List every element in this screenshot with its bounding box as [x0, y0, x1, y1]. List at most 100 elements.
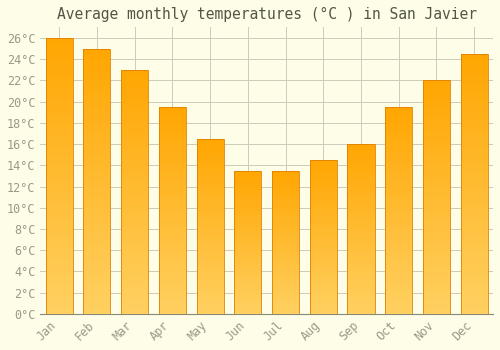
Bar	[460, 298, 488, 303]
Bar	[272, 291, 299, 294]
Bar	[423, 90, 450, 95]
Bar	[423, 239, 450, 244]
Bar	[460, 194, 488, 200]
Bar	[460, 111, 488, 116]
Bar	[272, 245, 299, 248]
Bar	[121, 172, 148, 177]
Bar	[196, 149, 224, 153]
Bar	[385, 144, 412, 148]
Bar	[234, 285, 262, 288]
Bar	[423, 220, 450, 225]
Bar	[159, 210, 186, 215]
Bar	[84, 202, 110, 208]
Bar	[348, 205, 374, 209]
Bar	[385, 206, 412, 210]
Bar	[159, 301, 186, 306]
Bar	[234, 259, 262, 262]
Bar	[46, 154, 73, 159]
Bar	[272, 257, 299, 259]
Bar	[46, 264, 73, 270]
Bar	[348, 263, 374, 266]
Bar	[272, 285, 299, 288]
Bar	[46, 60, 73, 65]
Bar	[121, 236, 148, 241]
Bar	[46, 88, 73, 93]
Bar	[234, 300, 262, 302]
Bar	[460, 127, 488, 132]
Bar	[385, 306, 412, 310]
Bar	[310, 259, 337, 261]
Bar	[121, 70, 148, 75]
Bar	[272, 265, 299, 268]
Bar	[385, 310, 412, 314]
Bar	[84, 197, 110, 202]
Bar	[385, 293, 412, 298]
Bar	[348, 294, 374, 297]
Bar	[385, 219, 412, 223]
Bar	[423, 174, 450, 178]
Bar	[348, 280, 374, 283]
Bar	[159, 239, 186, 244]
Bar	[460, 121, 488, 127]
Bar	[196, 265, 224, 268]
Bar	[46, 237, 73, 242]
Bar	[385, 136, 412, 140]
Bar	[423, 113, 450, 118]
Bar	[348, 161, 374, 164]
Bar	[121, 280, 148, 285]
Bar	[423, 85, 450, 90]
Bar	[423, 150, 450, 155]
Bar	[121, 138, 148, 143]
Bar	[385, 111, 412, 115]
Bar	[234, 302, 262, 305]
Bar	[121, 309, 148, 314]
Bar	[310, 218, 337, 222]
Bar	[423, 267, 450, 272]
Bar	[385, 239, 412, 244]
Bar	[196, 247, 224, 251]
Bar	[159, 173, 186, 177]
Bar	[46, 253, 73, 259]
Bar	[310, 237, 337, 240]
Bar	[159, 219, 186, 223]
Bar	[272, 199, 299, 202]
Bar	[423, 244, 450, 248]
Bar	[196, 195, 224, 198]
Bar	[460, 241, 488, 246]
Bar	[121, 133, 148, 138]
Bar	[196, 202, 224, 205]
Bar	[348, 297, 374, 300]
Bar	[46, 176, 73, 181]
Bar	[423, 160, 450, 164]
Bar	[196, 174, 224, 177]
Bar	[159, 281, 186, 285]
Bar	[84, 49, 110, 54]
Bar	[385, 276, 412, 281]
Bar	[348, 164, 374, 168]
Bar	[310, 200, 337, 203]
Bar	[460, 101, 488, 106]
Bar	[272, 176, 299, 179]
Bar	[310, 274, 337, 277]
Bar	[84, 91, 110, 96]
Bar	[234, 222, 262, 225]
Bar	[159, 227, 186, 231]
Bar	[272, 259, 299, 262]
Bar	[348, 260, 374, 263]
Bar	[46, 55, 73, 60]
Bar	[272, 305, 299, 308]
Bar	[460, 174, 488, 178]
Bar	[234, 194, 262, 196]
Bar	[84, 165, 110, 170]
Bar	[423, 127, 450, 132]
Bar	[423, 193, 450, 197]
Bar	[159, 276, 186, 281]
Bar	[272, 297, 299, 300]
Bar	[234, 311, 262, 314]
Bar	[234, 274, 262, 276]
Bar	[310, 265, 337, 268]
Bar	[196, 289, 224, 293]
Bar	[272, 268, 299, 271]
Bar	[159, 148, 186, 153]
Bar	[121, 285, 148, 289]
